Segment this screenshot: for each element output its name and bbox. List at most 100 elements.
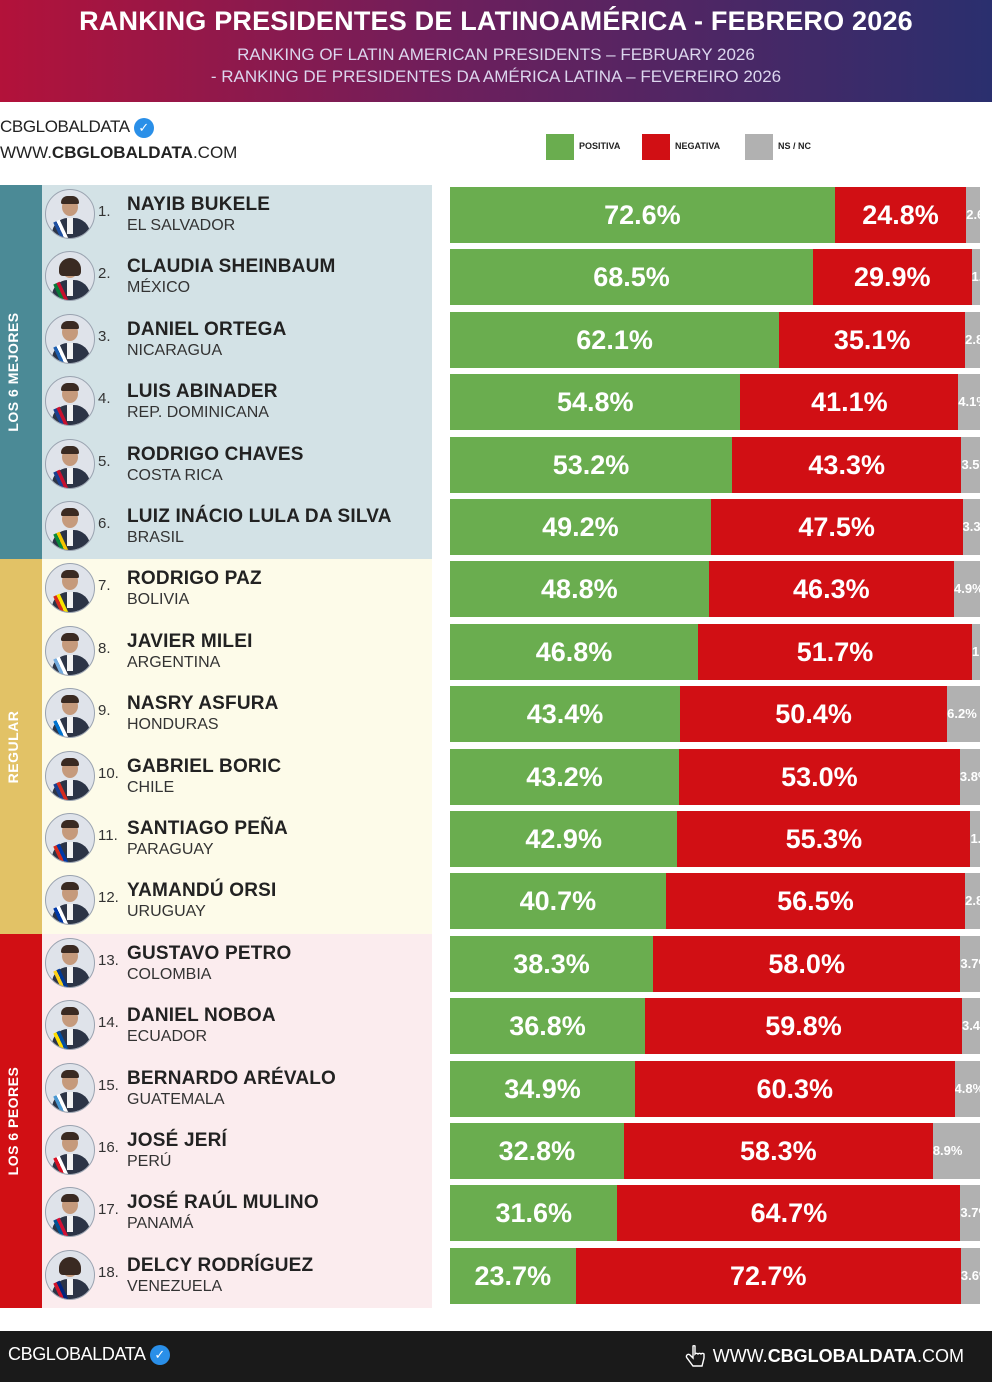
president-name: LUIZ INÁCIO LULA DA SILVA xyxy=(127,506,392,527)
subtitle-portuguese: - RANKING DE PRESIDENTES DA AMÉRICA LATI… xyxy=(210,67,782,86)
bar-segment-negativa: 47.5% xyxy=(710,499,963,555)
brand-url-bold: CBGLOBALDATA xyxy=(51,143,193,162)
bar-segment-positiva: 32.8% xyxy=(450,1123,624,1179)
bar-segment-ns-nc: 4.1% xyxy=(958,374,980,431)
bar-value-label: 2.8% xyxy=(965,331,980,347)
bar-value-label: 29.9% xyxy=(854,262,931,293)
bar-segment-ns-nc: 2.8% xyxy=(965,311,980,368)
president-country: REP. DOMINICANA xyxy=(127,404,269,422)
brand-name: CBGLOBALDATA ✓ xyxy=(0,117,154,138)
brand-url-link[interactable]: WWW.CBGLOBALDATA.COM xyxy=(0,143,237,163)
bar-segment-positiva: 46.8% xyxy=(450,623,699,680)
rank-number: 15. xyxy=(98,1076,119,1094)
bar-value-label: 51.7% xyxy=(796,636,874,667)
avatar-photo xyxy=(45,750,95,801)
bar-value-label: 1.5% xyxy=(972,643,980,659)
bar-segment-ns-nc: 3.6% xyxy=(960,1247,980,1304)
president-country: CHILE xyxy=(127,778,175,796)
president-name: BERNARDO ARÉVALO xyxy=(127,1067,337,1089)
stacked-bar: 23.7% 72.7% 3.6% xyxy=(450,1247,980,1304)
bar-segment-positiva: 48.8% xyxy=(450,561,709,618)
president-country: PERÚ xyxy=(127,1153,172,1170)
president-name: CLAUDIA SHEINBAUM xyxy=(127,256,336,278)
stacked-bar: 36.8% 59.8% 3.4% xyxy=(450,998,980,1055)
bar-value-label: 31.6% xyxy=(495,1198,573,1229)
bar-segment-negativa: 53.0% xyxy=(678,748,960,805)
band-panel xyxy=(42,933,432,1309)
bar-segment-negativa: 29.9% xyxy=(813,249,972,306)
band-strip: LOS 6 MEJORES xyxy=(0,185,42,560)
bar-segment-ns-nc: 1.8% xyxy=(970,811,980,867)
bar-value-label: 43.3% xyxy=(808,449,885,480)
bar-segment-ns-nc: 3.5% xyxy=(961,436,980,493)
president-name: JAVIER MILEI xyxy=(127,630,253,652)
rank-number: 6. xyxy=(98,515,111,532)
ranking-row: 1. NAYIB BUKELE EL SALVADOR 72.6% 24.8% 2.6% xyxy=(0,185,992,243)
bar-value-label: 50.4% xyxy=(775,699,852,730)
president-country: COLOMBIA xyxy=(127,965,212,983)
bar-segment-negativa: 64.7% xyxy=(617,1185,961,1242)
bar-segment-positiva: 34.9% xyxy=(450,1060,635,1117)
rank-number: 1. xyxy=(98,203,111,220)
bar-segment-positiva: 40.7% xyxy=(450,873,666,930)
bar-value-label: 54.8% xyxy=(556,387,634,418)
band-strip: REGULAR xyxy=(0,559,42,934)
bar-segment-positiva: 42.9% xyxy=(450,811,678,867)
ranking-row: 6. LUIZ INÁCIO LULA DA SILVA BRASIL 49.2% 47… xyxy=(0,497,992,555)
bar-value-label: 2.8% xyxy=(965,893,980,909)
avatar-photo xyxy=(45,625,95,676)
bar-segment-ns-nc: 1.5% xyxy=(972,623,980,680)
president-country: URUGUAY xyxy=(127,903,206,921)
rank-number: 7. xyxy=(98,577,111,595)
bar-value-label: 72.7% xyxy=(729,1260,807,1291)
bar-segment-positiva: 36.8% xyxy=(450,998,646,1055)
president-name: JOSÉ RAÚL MULINO xyxy=(127,1192,319,1214)
footer-url-link[interactable]: WWW.CBGLOBALDATA.COM xyxy=(685,1344,964,1370)
president-country: EL SALVADOR xyxy=(127,217,236,234)
avatar-photo xyxy=(45,438,95,489)
stacked-bar: 34.9% 60.3% 4.8% xyxy=(450,1060,980,1117)
bar-value-label: 55.3% xyxy=(785,824,863,854)
bar-value-label: 24.8% xyxy=(862,200,939,230)
footer-url-prefix: WWW. xyxy=(712,1345,768,1366)
ranking-row: 9. NASRY ASFURA HONDURAS 43.4% 50.4% 6.2% xyxy=(0,684,992,743)
avatar-photo xyxy=(45,937,95,988)
avatar-photo xyxy=(45,501,95,551)
brand-url-suffix: .COM xyxy=(192,143,238,162)
bar-value-label: 60.3% xyxy=(756,1073,834,1104)
stacked-bar: 32.8% 58.3% 8.9% xyxy=(450,1123,980,1179)
rank-number: 9. xyxy=(98,702,111,720)
president-country: COSTA RICA xyxy=(127,466,223,484)
president-country: VENEZUELA xyxy=(127,1277,223,1295)
bar-value-label: 58.3% xyxy=(740,1136,817,1166)
bar-value-label: 32.8% xyxy=(498,1136,576,1166)
president-name: LUIS ABINADER xyxy=(127,381,278,403)
bar-segment-positiva: 43.2% xyxy=(450,748,679,805)
bar-segment-negativa: 56.5% xyxy=(665,873,966,930)
footer-brand-text: CBGLOBALDATA xyxy=(8,1344,146,1364)
president-country: NICARAGUA xyxy=(127,341,223,359)
bar-value-label: 3.6% xyxy=(960,1267,980,1283)
bar-value-label: 59.8% xyxy=(765,1011,842,1042)
bar-segment-positiva: 38.3% xyxy=(450,935,653,992)
bar-segment-positiva: 31.6% xyxy=(450,1185,618,1242)
bar-value-label: 35.1% xyxy=(833,324,911,355)
bar-value-label: 48.8% xyxy=(541,574,618,605)
pointer-hand-icon xyxy=(685,1345,705,1367)
rank-number: 8. xyxy=(98,639,111,657)
bar-value-label: 8.9% xyxy=(932,1143,963,1158)
bar-segment-positiva: 53.2% xyxy=(450,436,732,493)
stacked-bar: 62.1% 35.1% 2.8% xyxy=(450,311,980,368)
rank-number: 14. xyxy=(98,1014,119,1032)
bar-segment-positiva: 43.4% xyxy=(450,686,681,743)
bar-value-label: 49.2% xyxy=(542,512,619,542)
ranking-row: 16. JOSÉ JERÍ PERÚ 32.8% 58.3% 8.9% xyxy=(0,1121,992,1179)
bar-value-label: 4.9% xyxy=(954,581,980,597)
bar-value-label: 23.7% xyxy=(474,1260,552,1291)
avatar-photo xyxy=(45,189,95,239)
band-strip: LOS 6 PEORES xyxy=(0,933,42,1309)
